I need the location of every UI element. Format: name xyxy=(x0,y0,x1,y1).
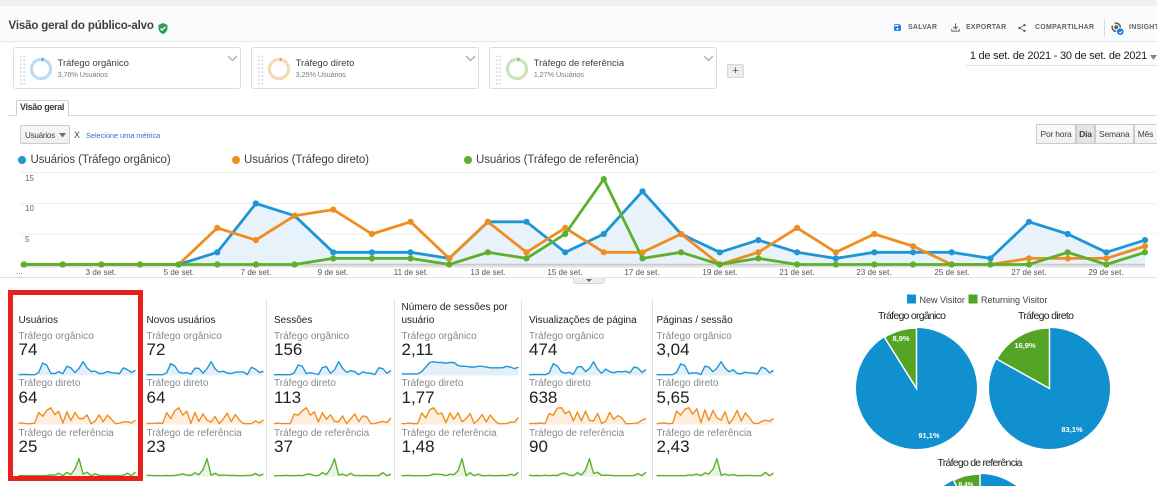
svg-text:8,4%: 8,4% xyxy=(959,482,974,486)
svg-text:New Visitor: New Visitor xyxy=(920,295,965,305)
svg-text:Tráfego direto: Tráfego direto xyxy=(1018,310,1074,322)
svg-text:8,9%: 8,9% xyxy=(892,334,909,343)
svg-text:Returning Visitor: Returning Visitor xyxy=(981,295,1047,305)
svg-text:Tráfego orgânico: Tráfego orgânico xyxy=(878,310,946,322)
svg-text:83,1%: 83,1% xyxy=(1061,425,1083,434)
svg-text:91,1%: 91,1% xyxy=(918,431,940,440)
svg-text:16,9%: 16,9% xyxy=(1014,341,1036,350)
svg-text:Tráfego de referência: Tráfego de referência xyxy=(938,457,1023,469)
